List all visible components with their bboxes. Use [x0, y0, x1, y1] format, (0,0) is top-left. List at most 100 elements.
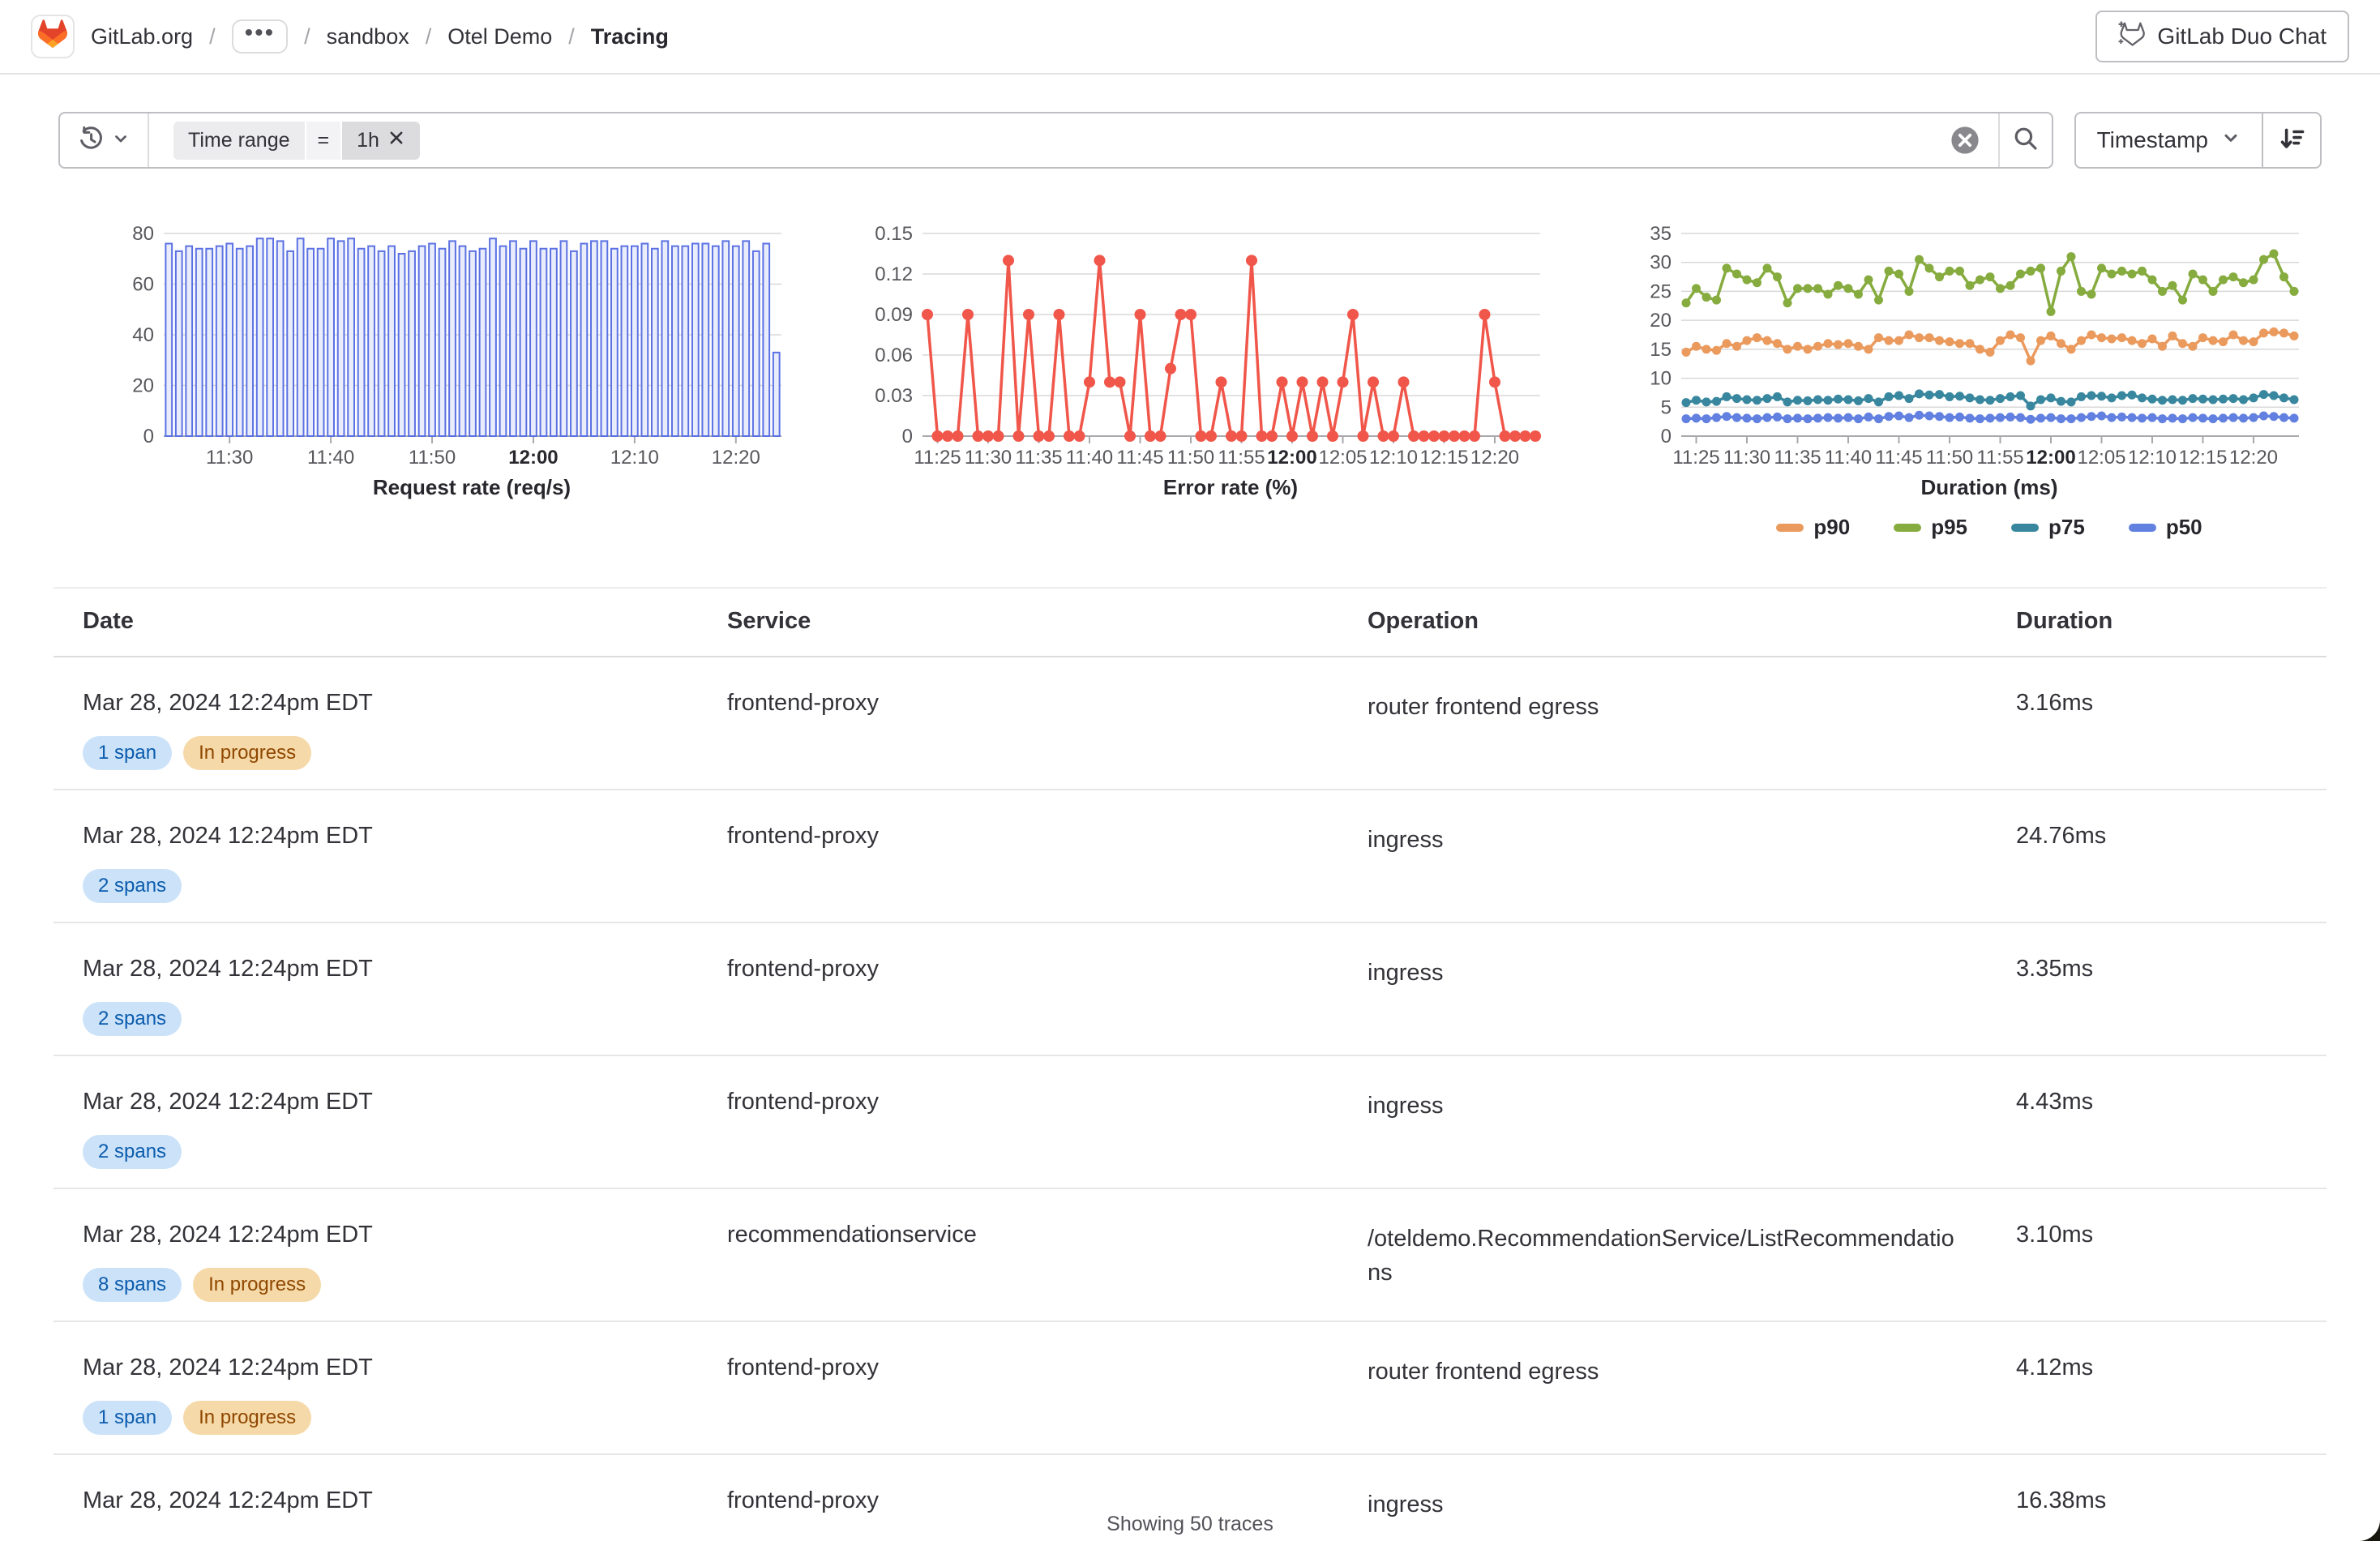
column-header-date: Date — [83, 608, 134, 634]
table-header-row: Date Service Operation Duration — [54, 587, 2326, 657]
duration-chart: 0 5 10 15 20 25 30 35 11:25 11:30 11:35 11:40 11:45 1… — [1618, 219, 2304, 540]
filtered-search-bar[interactable]: Time range = 1h — [58, 112, 2053, 169]
svg-text:40: 40 — [132, 324, 154, 346]
token-close-icon[interactable] — [387, 129, 405, 152]
span-count-badge: 2 spans — [83, 1135, 182, 1169]
trace-date: Mar 28, 2024 12:24pm EDT — [83, 1355, 373, 1380]
clear-search-button[interactable] — [1950, 125, 1980, 156]
trace-service: frontend-proxy — [727, 1355, 879, 1380]
trace-badges: 8 spans In progress — [83, 1268, 698, 1302]
breadcrumb-separator: / — [568, 24, 575, 49]
trace-duration: 16.38ms — [2016, 1487, 2107, 1513]
trace-date: Mar 28, 2024 12:24pm EDT — [83, 823, 373, 849]
trace-duration: 4.12ms — [2016, 1355, 2094, 1380]
trace-service: frontend-proxy — [727, 1487, 879, 1513]
search-history-dropdown[interactable] — [60, 113, 149, 167]
trace-badges: 2 spans — [83, 1135, 698, 1169]
trace-operation: ingress — [1368, 1492, 1444, 1517]
svg-text:0: 0 — [902, 426, 913, 447]
svg-text:25: 25 — [1650, 280, 1672, 302]
trace-service: frontend-proxy — [727, 690, 879, 716]
request-rate-plot: 0 20 40 60 80 11:30 11:40 11:50 12:00 12:10 12:20 — [132, 223, 781, 469]
svg-text:5: 5 — [1661, 396, 1672, 418]
svg-text:35: 35 — [1650, 223, 1672, 245]
breadcrumb-group[interactable]: GitLab.org — [91, 24, 194, 49]
history-icon — [78, 126, 104, 156]
trace-duration: 3.35ms — [2016, 956, 2094, 982]
trace-service: frontend-proxy — [727, 956, 879, 982]
table-row[interactable]: Mar 28, 2024 12:24pm EDT 2 spans fronten… — [54, 923, 2326, 1056]
breadcrumb-current-page: Tracing — [590, 24, 669, 49]
trace-operation: router frontend egress — [1368, 694, 1599, 720]
filter-token-time-range[interactable]: Time range = 1h — [173, 121, 420, 160]
table-row[interactable]: Mar 28, 2024 12:24pm EDT 1 span In progre… — [54, 1322, 2326, 1455]
table-row[interactable]: Mar 28, 2024 12:24pm EDT 8 spans In progr… — [54, 1189, 2326, 1322]
svg-text:11:35: 11:35 — [1015, 447, 1062, 466]
trace-date: Mar 28, 2024 12:24pm EDT — [83, 1222, 373, 1248]
breadcrumb-separator: / — [425, 24, 432, 49]
group-avatar[interactable] — [31, 15, 75, 58]
sort-descending-icon — [2278, 125, 2305, 156]
svg-text:12:20: 12:20 — [712, 447, 760, 466]
chevron-down-icon — [2221, 127, 2241, 153]
sort-direction-button[interactable] — [2262, 113, 2320, 167]
legend-dash-icon — [2128, 523, 2156, 532]
trace-duration: 3.10ms — [2016, 1222, 2094, 1248]
table-row[interactable]: Mar 28, 2024 12:24pm EDT frontend-proxy … — [54, 1455, 2326, 1541]
breadcrumb-separator: / — [209, 24, 216, 49]
legend-item-p90[interactable]: p90 — [1776, 515, 1850, 540]
breadcrumb-subgroup[interactable]: sandbox — [326, 24, 409, 49]
breadcrumb-ellipsis-button[interactable]: ••• — [231, 19, 289, 54]
svg-text:0.06: 0.06 — [875, 345, 913, 366]
duo-chat-button[interactable]: GitLab Duo Chat — [2095, 11, 2349, 62]
legend-label: p95 — [1931, 515, 1967, 539]
traces-count-summary: Showing 50 traces — [1107, 1513, 1273, 1535]
svg-text:10: 10 — [1650, 368, 1672, 390]
legend-label: p90 — [1813, 515, 1851, 539]
svg-text:0.09: 0.09 — [875, 304, 913, 326]
svg-text:11:50: 11:50 — [409, 447, 456, 466]
table-row[interactable]: Mar 28, 2024 12:24pm EDT 1 span In progre… — [54, 657, 2326, 790]
svg-text:20: 20 — [1650, 310, 1672, 332]
svg-text:0.03: 0.03 — [875, 385, 913, 407]
sort-field-dropdown[interactable]: Timestamp — [2076, 113, 2262, 167]
legend-item-p50[interactable]: p50 — [2128, 515, 2202, 540]
trace-badges: 2 spans — [83, 1002, 698, 1036]
filter-token-field[interactable]: Time range — [173, 121, 305, 160]
svg-text:11:40: 11:40 — [1066, 447, 1113, 466]
svg-text:20: 20 — [132, 375, 154, 397]
svg-text:15: 15 — [1650, 339, 1672, 361]
legend-item-p75[interactable]: p75 — [2011, 515, 2085, 540]
trace-date: Mar 28, 2024 12:24pm EDT — [83, 1089, 373, 1115]
chart-title: Error rate (%) — [1162, 475, 1299, 499]
gitlab-logo-icon — [38, 19, 67, 54]
trace-duration: 24.76ms — [2016, 823, 2107, 849]
sort-control: Timestamp — [2074, 112, 2322, 169]
table-row[interactable]: Mar 28, 2024 12:24pm EDT 2 spans fronten… — [54, 1056, 2326, 1189]
trace-date: Mar 28, 2024 12:24pm EDT — [83, 690, 373, 716]
in-progress-badge: In progress — [193, 1268, 322, 1302]
submit-search-button[interactable] — [1997, 113, 2052, 167]
breadcrumb-project[interactable]: Otel Demo — [447, 24, 553, 49]
svg-text:60: 60 — [132, 274, 154, 296]
trace-operation: ingress — [1368, 827, 1444, 853]
legend-item-p95[interactable]: p95 — [1894, 515, 1967, 540]
metrics-charts-row: 0 20 40 60 80 11:30 11:40 11:50 12:00 12:10 12:20 … — [0, 219, 2380, 540]
filter-token-value[interactable]: 1h — [357, 128, 379, 152]
traces-table: Date Service Operation Duration Mar 28, … — [54, 587, 2326, 1541]
svg-text:11:50: 11:50 — [1926, 447, 1973, 466]
column-header-service: Service — [727, 608, 811, 634]
table-row[interactable]: Mar 28, 2024 12:24pm EDT 2 spans fronten… — [54, 790, 2326, 923]
legend-dash-icon — [1894, 523, 1922, 532]
svg-text:11:30: 11:30 — [206, 447, 253, 466]
span-count-badge: 8 spans — [83, 1268, 182, 1302]
trace-duration: 4.43ms — [2016, 1089, 2094, 1115]
svg-text:12:05: 12:05 — [2077, 447, 2125, 466]
filter-token-operator[interactable]: = — [306, 121, 341, 160]
top-navigation-bar: GitLab.org / ••• / sandbox / Otel Demo /… — [0, 0, 2380, 75]
trace-service: recommendationservice — [727, 1222, 977, 1248]
svg-text:11:55: 11:55 — [1976, 447, 2023, 466]
svg-text:12:15: 12:15 — [2178, 447, 2227, 466]
legend-label: p75 — [2048, 515, 2085, 539]
